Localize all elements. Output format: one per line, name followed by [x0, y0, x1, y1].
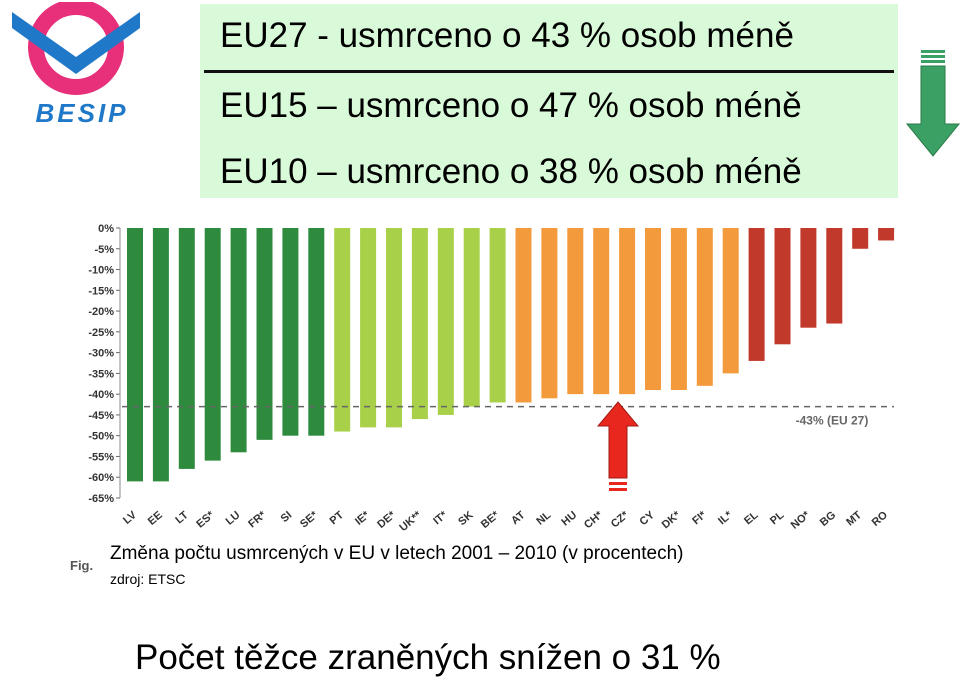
y-tick-label: -30% [88, 348, 114, 360]
x-tick-label: BE* [479, 509, 502, 531]
x-tick-label: LU [224, 509, 243, 528]
x-tick-label: UK** [397, 509, 424, 534]
x-tick-label: CZ* [609, 509, 632, 531]
y-tick-label: -15% [88, 285, 114, 297]
bar [515, 228, 532, 403]
bar [489, 228, 506, 403]
bar [127, 228, 143, 482]
x-tick-label: PT [328, 509, 347, 527]
x-tick-label: HU [559, 509, 579, 528]
bar [308, 228, 325, 436]
y-tick-label: -45% [88, 410, 114, 422]
bar [152, 228, 169, 482]
bar [645, 228, 661, 390]
injuries-summary: Počet těžce zraněných snížen o 31 % [135, 638, 721, 677]
x-tick-label: IL* [716, 509, 735, 528]
fatality-change-chart: 0% -5% -10% -15% -20% -25% -30% -35% -40% -45% -50… [88, 223, 895, 534]
chart-source: zdroj: ETSC [110, 571, 186, 587]
headline-eu27: EU27 - usmrceno o 43 % osob méně [220, 16, 794, 55]
headline-eu15: EU15 – usmrceno o 47 % osob méně [220, 86, 802, 125]
x-tick-label: FI* [690, 509, 709, 528]
x-tick-label: DK* [660, 509, 684, 532]
headline-divider [204, 70, 894, 73]
x-tick-label: NL [534, 509, 553, 528]
x-tick-label: NO* [789, 509, 813, 532]
x-tick-label: AT [509, 509, 528, 527]
logo-text: BESIP [35, 98, 129, 128]
besip-emblem-icon [12, 0, 140, 95]
x-tick-label: CH* [582, 509, 606, 532]
y-tick-label: -60% [88, 472, 114, 484]
down-arrow-icon [905, 50, 960, 157]
x-tick-label: DE* [375, 509, 398, 531]
fig-label: Fig. [70, 558, 94, 573]
y-tick-label: -20% [88, 306, 114, 318]
x-tick-label: RO [870, 509, 891, 529]
bar [334, 228, 351, 432]
up-arrow-icon [596, 401, 640, 491]
y-tick-label: -5% [94, 244, 114, 256]
y-tick-label: -10% [88, 265, 114, 277]
y-tick-label: -55% [88, 451, 114, 463]
bar [204, 228, 221, 461]
x-tick-label: SE* [298, 509, 321, 531]
bar [230, 228, 247, 453]
reference-line-label: -43% (EU 27) [796, 414, 869, 428]
y-tick-label: -65% [88, 493, 114, 505]
bar [748, 228, 765, 361]
x-tick-label: PL [768, 509, 787, 527]
bar [696, 228, 713, 386]
bar [670, 228, 687, 390]
x-tick-label: EL [742, 509, 761, 527]
bar [567, 228, 584, 395]
bar [826, 228, 843, 324]
x-tick-label: LV [121, 509, 139, 527]
x-tick-label: SK [456, 509, 475, 528]
bar [386, 228, 402, 428]
y-tick-label: -25% [88, 327, 114, 339]
x-tick-label: EE [146, 509, 165, 528]
bar [411, 228, 428, 420]
bar [178, 228, 195, 469]
bar [878, 228, 895, 241]
chart-caption: Změna počtu usmrcených v EU v letech 200… [110, 543, 684, 564]
headline-eu10: EU10 – usmrceno o 38 % osob méně [220, 152, 802, 191]
bar [256, 228, 273, 440]
y-tick-label: -50% [88, 431, 114, 443]
bar [800, 228, 817, 328]
bar [722, 228, 739, 374]
y-tick-label: 0% [98, 223, 114, 235]
bar [774, 228, 791, 345]
bar [437, 228, 454, 415]
x-tick-label: BG [818, 509, 838, 529]
x-tick-label: IE* [353, 509, 373, 528]
bar [619, 228, 636, 395]
x-tick-label: CY [638, 509, 658, 528]
bar [852, 228, 869, 249]
x-tick-label: SI [279, 509, 295, 525]
x-tick-label: MT [844, 509, 864, 529]
bar [463, 228, 480, 407]
bar [282, 228, 299, 436]
x-tick-label: IT* [431, 509, 450, 528]
y-tick-label: -40% [88, 389, 114, 401]
headline-box: EU27 - usmrceno o 43 % osob méně EU15 – … [200, 4, 898, 198]
x-tick-label: FR* [246, 509, 269, 531]
bar [360, 228, 377, 428]
x-tick-label: ES* [194, 509, 217, 531]
y-tick-label: -35% [88, 368, 114, 380]
besip-logo: BESIP [6, 0, 146, 128]
bar [541, 228, 558, 399]
x-tick-label: LT [173, 509, 191, 526]
bar [593, 228, 610, 395]
